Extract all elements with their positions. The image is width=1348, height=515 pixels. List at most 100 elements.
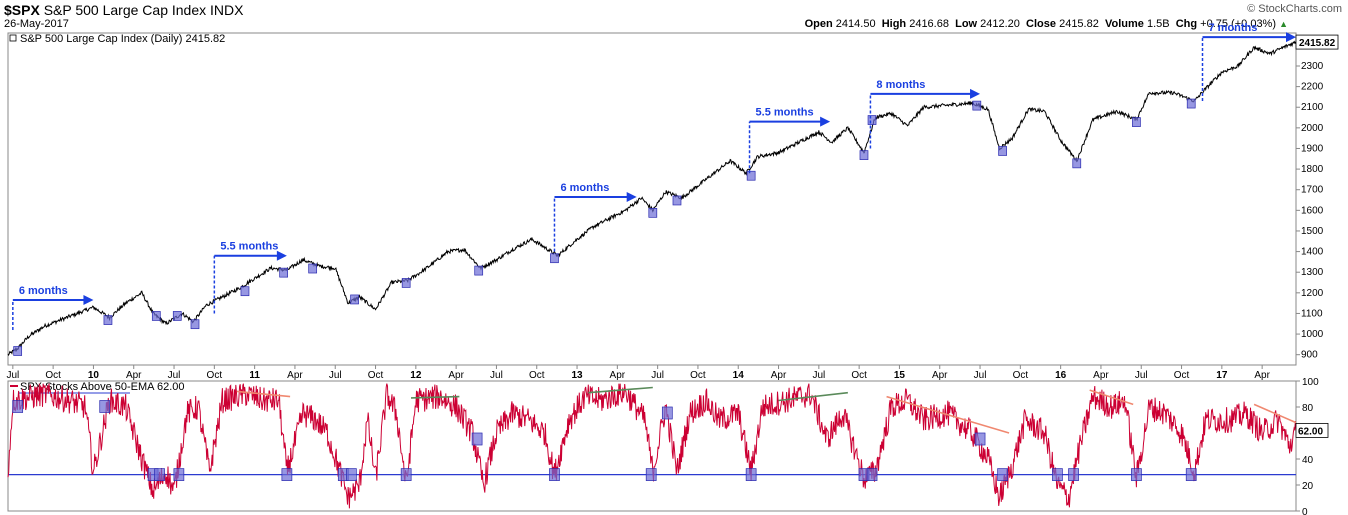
annotation-label: 6 months bbox=[19, 285, 68, 297]
breadth-low-marker bbox=[645, 468, 657, 481]
price-low-marker bbox=[172, 311, 182, 321]
xtick-label: 17 bbox=[1216, 370, 1228, 381]
breadth-ytick-label: 0 bbox=[1302, 507, 1308, 515]
breadth-trendline bbox=[1253, 403, 1297, 424]
price-low-marker bbox=[401, 278, 411, 288]
breadth-low-marker bbox=[346, 468, 357, 481]
breadth-low-marker bbox=[281, 468, 293, 481]
breadth-panel-frame bbox=[7, 380, 1297, 512]
price-last-value-box bbox=[1295, 34, 1339, 50]
high-label: High bbox=[881, 18, 907, 30]
duration-annotation: 7 months bbox=[1201, 22, 1296, 102]
price-low-marker bbox=[474, 265, 484, 276]
xtick-label: Apr bbox=[771, 370, 787, 381]
breadth-ytick-label: 80 bbox=[1302, 403, 1314, 414]
duration-annotation: 8 months bbox=[869, 79, 981, 149]
breadth-ytick-label: 100 bbox=[1302, 377, 1319, 388]
xtick-label: Apr bbox=[448, 370, 464, 381]
breadth-trendline bbox=[588, 386, 653, 394]
xtick-label: Oct bbox=[368, 370, 384, 381]
breadth-last-value-box bbox=[1295, 422, 1329, 438]
price-ytick-label: 1200 bbox=[1301, 288, 1324, 299]
breadth-trendline bbox=[236, 390, 291, 398]
price-low-marker bbox=[279, 267, 289, 278]
xtick-label: Oct bbox=[529, 370, 545, 381]
breadth-low-marker bbox=[1185, 468, 1197, 481]
breadth-trendline bbox=[778, 391, 848, 402]
volume-value: 1.5B bbox=[1146, 18, 1170, 30]
annotation-arrow-head bbox=[1286, 32, 1296, 43]
xtick-label: 12 bbox=[410, 370, 422, 381]
breadth-low-marker bbox=[154, 468, 165, 481]
annotation-label: 7 months bbox=[1209, 22, 1258, 34]
xtick-label: 14 bbox=[733, 370, 745, 381]
price-low-marker bbox=[672, 195, 682, 206]
breadth-low-marker bbox=[661, 406, 673, 420]
price-low-marker bbox=[190, 319, 200, 330]
breadth-low-marker bbox=[400, 468, 412, 481]
price-ytick-label: 2000 bbox=[1301, 123, 1324, 134]
price-ytick-label: 2200 bbox=[1301, 82, 1324, 93]
xtick-label: Jul bbox=[651, 370, 664, 381]
breadth-trendline bbox=[886, 395, 1010, 434]
breadth-low-marker bbox=[974, 432, 986, 446]
price-ytick-label: 1800 bbox=[1301, 164, 1324, 175]
price-ytick-label: 2300 bbox=[1301, 61, 1324, 72]
xtick-label: Oct bbox=[45, 370, 61, 381]
close-label: Close bbox=[1026, 18, 1057, 30]
open-label: Open bbox=[804, 18, 833, 30]
xtick-label: Oct bbox=[207, 370, 223, 381]
price-ytick-label: 1400 bbox=[1301, 247, 1324, 258]
breadth-low-marker bbox=[471, 432, 483, 446]
price-low-marker bbox=[972, 100, 982, 111]
price-low-marker bbox=[308, 263, 318, 274]
xtick-label: Oct bbox=[851, 370, 867, 381]
duration-annotation: 5.5 months bbox=[213, 241, 287, 314]
index-name: S&P 500 Large Cap Index bbox=[43, 2, 207, 18]
ohlc-readout: Open 2414.50 High 2416.68 Low 2412.20 Cl… bbox=[805, 18, 1288, 30]
breadth-panel-title-text: SPX Stocks Above 50-EMA 62.00 bbox=[20, 381, 184, 393]
breadth-low-marker bbox=[173, 468, 185, 481]
xtick-label: 16 bbox=[1055, 370, 1067, 381]
xtick-label: 15 bbox=[894, 370, 906, 381]
xtick-label: Jul bbox=[812, 370, 825, 381]
exchange: INDX bbox=[210, 2, 244, 18]
xtick-label: Jul bbox=[1135, 370, 1148, 381]
annotation-arrow-head bbox=[820, 116, 831, 127]
price-low-marker bbox=[350, 294, 359, 305]
annotation-arrow-head bbox=[626, 191, 637, 202]
xtick-label: Oct bbox=[1174, 370, 1190, 381]
annotation-label: 8 months bbox=[876, 79, 925, 91]
breadth-series-line bbox=[7, 383, 1297, 509]
price-low-marker bbox=[998, 146, 1007, 156]
price-ytick-label: 1300 bbox=[1301, 267, 1324, 278]
xtick-label: Oct bbox=[1013, 370, 1029, 381]
price-low-marker bbox=[746, 170, 756, 181]
chg-value: +0.75 (+0.03%) bbox=[1200, 18, 1277, 30]
symbol: $SPX bbox=[4, 2, 40, 18]
annotation-label: 5.5 months bbox=[756, 107, 814, 119]
price-low-marker bbox=[103, 315, 113, 325]
low-label: Low bbox=[955, 18, 978, 30]
breadth-low-marker bbox=[549, 468, 560, 481]
chg-label: Chg bbox=[1175, 18, 1198, 30]
open-value: 2414.50 bbox=[835, 18, 876, 30]
breadth-ytick-label: 20 bbox=[1302, 481, 1314, 492]
xtick-label: Apr bbox=[1254, 370, 1270, 381]
price-series-line bbox=[7, 40, 1297, 357]
price-ytick-label: 1600 bbox=[1301, 205, 1324, 216]
price-last-value: 2415.82 bbox=[1299, 38, 1336, 49]
xtick-label: Jul bbox=[6, 370, 19, 381]
price-low-marker bbox=[151, 311, 161, 321]
price-low-marker bbox=[1186, 98, 1196, 109]
breadth-low-marker bbox=[99, 400, 111, 413]
price-low-marker bbox=[1132, 117, 1141, 127]
high-value: 2416.68 bbox=[909, 18, 949, 30]
xtick-label: 10 bbox=[88, 370, 100, 381]
xtick-label: Jul bbox=[329, 370, 342, 381]
price-low-marker bbox=[859, 150, 869, 160]
breadth-low-marker bbox=[12, 400, 24, 413]
brand-watermark: © StockCharts.com bbox=[1247, 3, 1342, 15]
annotation-arrow-head bbox=[83, 295, 94, 306]
